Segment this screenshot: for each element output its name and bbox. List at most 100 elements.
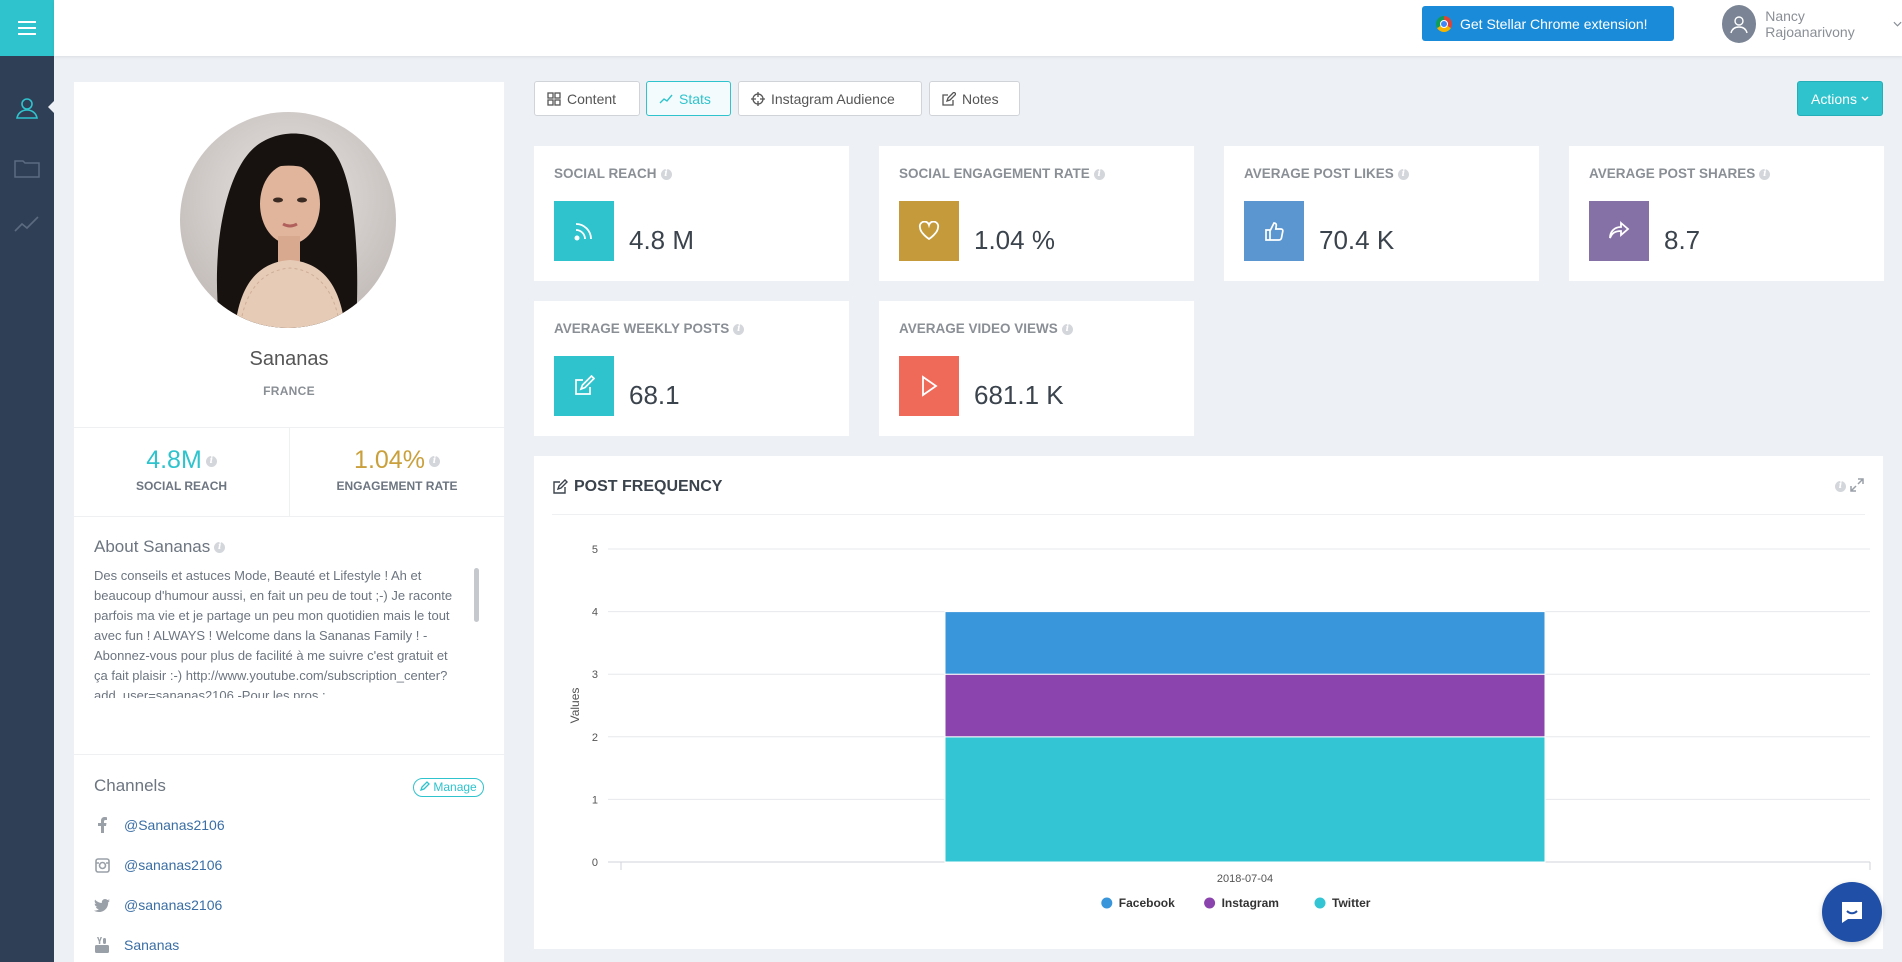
share-icon (1609, 221, 1630, 239)
stat-card-average-post-shares: AVERAGE POST SHARES i 8.7 (1569, 146, 1884, 281)
profile-summary-stats: 4.8M i SOCIAL REACH 1.04% i ENGAGEMENT RAT… (74, 427, 504, 517)
x-tick-label: 2018-07-04 (1217, 873, 1273, 885)
legend-label-instagram: Instagram (1222, 896, 1279, 910)
engagement-rate-value: 1.04% (354, 446, 425, 474)
rail-item-analytics[interactable] (0, 204, 54, 244)
chrome-extension-button[interactable]: Get Stellar Chrome extension! (1422, 6, 1674, 41)
info-icon[interactable]: i (1759, 168, 1771, 180)
stat-value: 681.1 K (974, 380, 1064, 410)
divider (552, 514, 1865, 515)
tab-instagram-audience[interactable]: Instagram Audience (738, 81, 922, 116)
channel-youtube[interactable]: Sananas (94, 934, 179, 956)
avatar (1722, 5, 1757, 43)
social-reach-label: SOCIAL REACH (135, 479, 228, 493)
legend-marker-twitter (1314, 897, 1326, 909)
about-scrollbar[interactable] (474, 568, 479, 622)
rail-item-folders[interactable] (0, 148, 54, 188)
play-icon (922, 375, 938, 397)
legend-label-twitter: Twitter (1332, 896, 1371, 910)
rss-icon (574, 223, 592, 241)
trend-icon (659, 94, 673, 103)
channels-heading: Channels (94, 776, 166, 795)
instagram-icon (94, 857, 110, 873)
y-tick-label: 3 (592, 669, 598, 681)
info-icon[interactable]: i (1061, 323, 1073, 335)
info-icon[interactable]: i (214, 542, 226, 554)
edit-icon (575, 375, 595, 395)
bar-twitter (944, 736, 1546, 863)
y-tick-label: 1 (592, 794, 598, 806)
divider (74, 754, 504, 755)
stat-card-engagement-rate: SOCIAL ENGAGEMENT RATE i 1.04 % (879, 146, 1194, 281)
y-tick-label: 0 (592, 857, 598, 869)
tab-notes[interactable]: Notes (929, 81, 1020, 116)
manage-channels-button[interactable]: Manage (413, 778, 484, 797)
stat-title: SOCIAL REACH (554, 166, 657, 181)
facebook-icon (94, 817, 110, 833)
menu-toggle-button[interactable] (0, 0, 54, 56)
stat-icon-box (554, 356, 614, 416)
channel-facebook[interactable]: @Sananas2106 (94, 814, 225, 836)
y-tick-label: 4 (592, 607, 598, 619)
actions-dropdown-button[interactable]: Actions (1797, 81, 1883, 116)
info-icon[interactable]: i (205, 455, 217, 467)
channel-instagram[interactable]: @sananas2106 (94, 854, 222, 876)
profile-name: Sananas (249, 348, 329, 370)
hamburger-icon (18, 21, 36, 35)
info-icon[interactable]: i (660, 168, 672, 180)
info-icon[interactable]: i (1835, 481, 1846, 492)
chevron-down-icon (1893, 21, 1902, 27)
post-frequency-panel: POST FREQUENCY i 0 1 2 3 4 5 Values 2018-07-04 F… (534, 456, 1883, 949)
about-text[interactable]: Des conseils et astuces Mode, Beauté et … (94, 568, 453, 698)
profile-panel: Sananas FRANCE 4.8M i SOCIAL REACH 1.04% i… (74, 82, 504, 962)
info-icon[interactable]: i (733, 323, 745, 335)
user-menu[interactable]: Nancy Rajoanarivony (1722, 4, 1902, 44)
stat-icon-box (554, 201, 614, 261)
tab-stats[interactable]: Stats (646, 81, 731, 116)
stat-title: AVERAGE WEEKLY POSTS (554, 321, 730, 336)
user-name: Nancy Rajoanarivony (1765, 8, 1855, 40)
chrome-icon (1436, 15, 1452, 32)
crosshair-icon (751, 91, 765, 106)
grid-icon (547, 91, 561, 106)
profile-photo (180, 112, 396, 328)
expand-icon[interactable] (1850, 478, 1864, 492)
chart-title: POST FREQUENCY (574, 478, 723, 495)
edit-icon (942, 91, 956, 106)
info-icon[interactable]: i (1093, 168, 1105, 180)
stat-title: AVERAGE VIDEO VIEWS (899, 321, 1058, 336)
trend-icon (14, 216, 39, 232)
chevron-down-icon (1861, 96, 1869, 101)
top-bar: Get Stellar Chrome extension! Nancy Rajo… (54, 0, 1902, 56)
stat-card-average-video-views: AVERAGE VIDEO VIEWS i 681.1 K (879, 301, 1194, 436)
stat-value: 1.04 % (974, 225, 1055, 255)
chrome-extension-label: Get Stellar Chrome extension! (1460, 15, 1648, 32)
stat-title: SOCIAL ENGAGEMENT RATE (899, 166, 1090, 181)
bar-instagram (944, 673, 1546, 738)
youtube-icon (94, 937, 110, 953)
left-rail (0, 0, 55, 962)
tab-content[interactable]: Content (534, 81, 640, 116)
profile-country: FRANCE (263, 384, 315, 398)
y-tick-label: 5 (592, 544, 598, 556)
stat-card-average-post-likes: AVERAGE POST LIKES i 70.4 K (1224, 146, 1539, 281)
rail-item-influencers[interactable] (0, 88, 54, 128)
y-axis-label: Values (568, 688, 582, 724)
stat-card-social-reach: SOCIAL REACH i 4.8 M (534, 146, 849, 281)
legend-label-facebook: Facebook (1119, 896, 1175, 910)
info-icon[interactable]: i (1397, 168, 1409, 180)
stat-icon-box (899, 356, 959, 416)
stat-title: AVERAGE POST LIKES (1244, 166, 1394, 181)
stat-icon-box (899, 201, 959, 261)
rail-active-pointer (48, 100, 55, 114)
stat-card-average-weekly-posts: AVERAGE WEEKLY POSTS i 68.1 (534, 301, 849, 436)
support-chat-button[interactable] (1822, 882, 1882, 942)
stat-icon-box (1244, 201, 1304, 261)
user-icon (16, 98, 38, 119)
summary-social-reach: 4.8M i SOCIAL REACH (74, 428, 289, 517)
stat-value: 4.8 M (629, 225, 695, 255)
info-icon[interactable]: i (428, 455, 440, 467)
stat-value: 8.7 (1664, 225, 1701, 255)
channel-twitter[interactable]: @sananas2106 (94, 894, 222, 916)
legend-marker-facebook (1101, 897, 1113, 909)
